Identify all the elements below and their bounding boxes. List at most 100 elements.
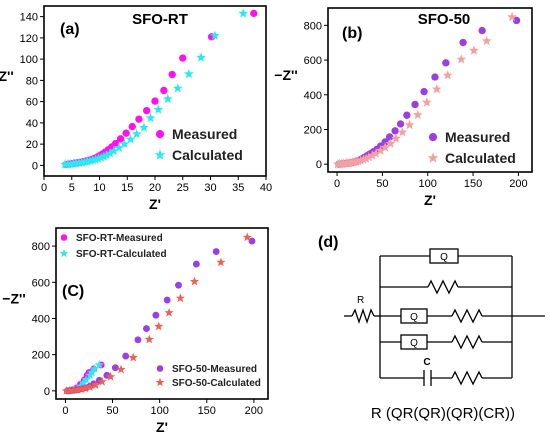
q-low-label: Q (410, 338, 418, 349)
y-tick-label: 400 (32, 313, 50, 325)
star-data-point (363, 152, 374, 162)
legend-label: Measured (445, 129, 510, 145)
legend-label: Calculated (445, 150, 516, 166)
plot-frame (55, 227, 269, 400)
circle-data-point (134, 336, 142, 344)
branch-q-r-lower: Q (380, 334, 512, 350)
branch-c-r: C (380, 357, 512, 386)
x-tick-label: 50 (106, 405, 118, 417)
star-data-point (61, 386, 71, 395)
circle-data-point (420, 87, 428, 96)
star-data-point (69, 385, 79, 394)
star-data-point (85, 382, 95, 391)
star-data-point (172, 83, 183, 93)
q-mid-label: Q (410, 312, 418, 323)
legend-marker-circle (60, 234, 68, 241)
circle-data-point (396, 120, 405, 128)
star-data-point (404, 119, 415, 130)
circle-data-point (459, 38, 467, 47)
circle-data-point (179, 54, 187, 62)
y-tick-label: 40 (26, 118, 38, 130)
star-data-point (361, 153, 371, 163)
star-data-point (85, 155, 95, 166)
circle-data-point (512, 16, 521, 25)
circle-data-point (151, 97, 159, 105)
data-points (333, 11, 521, 169)
legend-marker-star (155, 377, 165, 387)
x-tick-label: 10 (93, 182, 105, 194)
x-axis-label: Z' (156, 419, 168, 435)
star-data-point (353, 156, 363, 166)
panel-d-label: (d) (318, 234, 338, 251)
star-data-point (114, 142, 124, 152)
panel-b-nyquist-sfo-50: 0 50 100 150 200 0 200 400 600 800 Z' −Z'' (b) SFO-50… (274, 7, 533, 208)
circle-data-point (391, 127, 399, 135)
star-data-point (367, 150, 378, 160)
x-tick-label: 100 (150, 405, 168, 417)
star-data-point (375, 145, 386, 155)
y-tick-label: 0 (32, 160, 38, 172)
legend-label: SFO-RT-Measured (76, 233, 163, 244)
star-data-point (397, 127, 408, 137)
y-tick-label: 100 (20, 54, 38, 66)
circle-data-point (248, 237, 256, 245)
y-tick-label: 140 (20, 12, 38, 24)
legend-marker-star (154, 149, 166, 160)
star-data-point (371, 148, 381, 158)
legend-label: Calculated (172, 147, 243, 163)
plot-frame (327, 7, 533, 173)
legend-marker-circle (428, 133, 438, 142)
panel-d-equivalent-circuit: (d) Q R Q (318, 234, 545, 422)
x-tick-label: 20 (149, 182, 161, 194)
y-tick-label: 0 (316, 159, 322, 171)
resistor-zigzag (427, 279, 459, 295)
legend-marker-circle (155, 130, 165, 139)
star-data-point (106, 371, 116, 381)
y-tick-label: 20 (26, 139, 38, 151)
circle-data-point (403, 111, 411, 119)
star-data-point (125, 134, 136, 144)
c-label: C (423, 357, 430, 368)
y-tick-label: 0 (44, 386, 50, 398)
star-data-point (412, 109, 423, 120)
star-data-point (385, 138, 396, 148)
circle-data-point (192, 260, 200, 268)
x-tick-label: 15 (121, 182, 133, 194)
star-data-point (109, 145, 119, 156)
star-data-point (431, 84, 442, 94)
x-tick-label: 25 (177, 182, 189, 194)
star-data-point (358, 154, 369, 164)
star-data-point (94, 360, 104, 369)
star-data-point (456, 54, 467, 64)
x-tick-label: 150 (198, 405, 216, 417)
x-tick-label: 100 (419, 178, 437, 190)
star-data-point (101, 150, 112, 160)
circle-data-point (143, 325, 150, 333)
x-tick-label: 35 (232, 182, 244, 194)
star-data-point (116, 364, 126, 374)
y-tick-label: 800 (32, 241, 50, 253)
circle-data-point (116, 135, 125, 143)
star-data-point (481, 35, 492, 46)
star-data-point (507, 11, 517, 22)
star-data-point (119, 138, 130, 149)
panel-c-nyquist-combined: 0 50 100 150 200 0 200 400 600 800 Z' −Z'' (C) SFO-RT… (2, 227, 269, 435)
x-tick-label: 40 (260, 182, 272, 194)
x-tick-label: 30 (204, 182, 216, 194)
q-top-label: Q (440, 252, 448, 263)
legend-marker-circle (156, 365, 164, 372)
circle-data-point (142, 106, 151, 115)
legend-marker-star (59, 248, 69, 258)
panel-a-nyquist-sfo-rt: 0 5 10 15 20 25 30 35 40 0 20 40 60 80 100 120 140 Z' −Z''… (0, 5, 272, 212)
circle-data-point (431, 73, 439, 81)
star-data-point (391, 133, 401, 143)
star-data-point (145, 112, 156, 123)
x-tick-label: 0 (41, 182, 47, 194)
y-axis-label: −Z'' (2, 291, 25, 307)
circle-data-point (128, 122, 136, 131)
circle-data-point (163, 296, 171, 304)
star-data-point (78, 378, 88, 387)
y-tick-label: 200 (32, 350, 50, 362)
circle-data-point (442, 59, 450, 67)
